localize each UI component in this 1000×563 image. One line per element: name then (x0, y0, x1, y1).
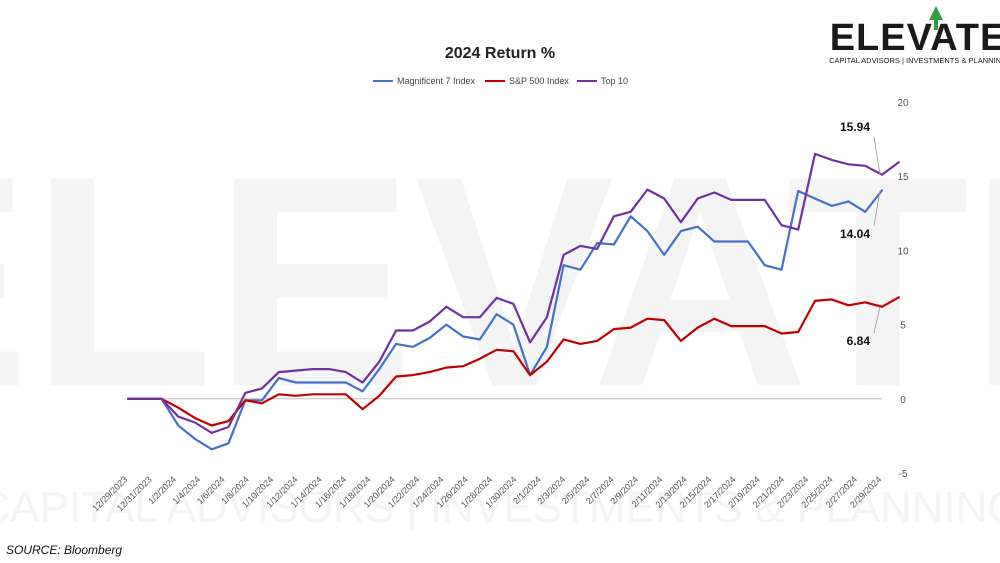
callout-leader (873, 190, 881, 227)
series-line-top10 (126, 152, 900, 434)
legend-label-top10: Top 10 (601, 76, 628, 86)
callout-label: 6.84 (847, 334, 871, 348)
watermark-wordmark: ELEVATE (0, 113, 1000, 449)
watermark-tagline: CAPITAL ADVISORS | INVESTMENTS & PLANNIN… (0, 483, 1000, 532)
logo-wordmark: ELEVATE (830, 17, 1000, 59)
chart-legend: Magnificent 7 Index S&P 500 Index Top 10 (373, 76, 628, 86)
watermark: ELEVATE CAPITAL ADVISORS | INVESTMENTS &… (0, 113, 1000, 532)
y-tick-label: 5 (900, 321, 906, 332)
callout-label: 15.94 (840, 120, 870, 134)
y-tick-label: 20 (897, 98, 909, 109)
source-note: SOURCE: Bloomberg (6, 543, 123, 557)
y-tick-label: 0 (900, 395, 906, 406)
logo-arrow-icon (929, 6, 943, 30)
logo-tagline: CAPITAL ADVISORS | INVESTMENTS & PLANNIN… (829, 56, 1000, 65)
series-line-sp500 (126, 296, 900, 427)
y-tick-label: 10 (897, 246, 909, 257)
callout-leader (873, 306, 881, 334)
series-line-magnificent-7 (126, 189, 884, 451)
legend-label-magnificent-7: Magnificent 7 Index (397, 76, 476, 86)
y-tick-label: 15 (897, 172, 909, 183)
legend-label-sp500: S&P 500 Index (509, 76, 569, 86)
callout-leader (873, 136, 881, 175)
callout-label: 14.04 (840, 227, 870, 241)
elevate-logo: ELEVATE CAPITAL ADVISORS | INVESTMENTS &… (829, 6, 1000, 65)
chart-series (126, 152, 900, 451)
chart-annotations: 15.94 14.04 6.84 (840, 120, 881, 348)
chart-title: 2024 Return % (445, 45, 555, 62)
y-tick-label: -5 (899, 469, 908, 480)
